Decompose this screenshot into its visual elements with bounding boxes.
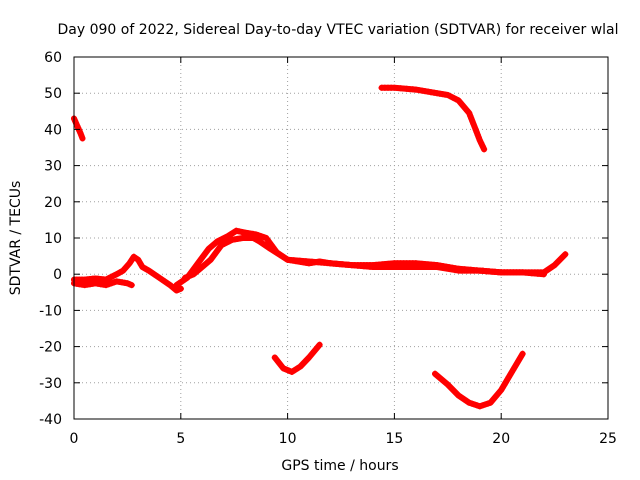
- x-tick-label: 20: [492, 431, 510, 447]
- grid-lines: [74, 57, 608, 419]
- data-point-marker: [481, 146, 488, 153]
- y-tick-label: 0: [53, 267, 62, 283]
- data-series: [71, 84, 569, 410]
- y-tick-label: 40: [44, 122, 62, 138]
- data-point-marker: [116, 269, 123, 276]
- y-tick-label: -30: [39, 376, 62, 392]
- y-tick-label: 60: [44, 50, 62, 66]
- x-tick-label: 25: [599, 431, 617, 447]
- data-point-marker: [128, 282, 135, 289]
- data-point-marker: [519, 350, 526, 357]
- y-tick-label: 30: [44, 159, 62, 175]
- x-axis-label: GPS time / hours: [281, 458, 398, 474]
- x-tick-label: 5: [176, 431, 185, 447]
- y-tick-label: -40: [39, 412, 62, 428]
- y-tick-label: -20: [39, 340, 62, 356]
- x-tick-label: 10: [279, 431, 297, 447]
- y-tick-label: 10: [44, 231, 62, 247]
- data-point-marker: [316, 341, 323, 348]
- x-tick-label: 0: [70, 431, 79, 447]
- y-tick-label: 50: [44, 86, 62, 102]
- data-point-marker: [142, 265, 149, 272]
- data-point-marker: [79, 135, 86, 142]
- data-point-marker: [540, 271, 547, 278]
- data-point-marker: [113, 271, 120, 278]
- data-point-marker: [177, 285, 184, 292]
- data-point-marker: [562, 251, 569, 258]
- axis-ticks: 0 5 10 15 20 25 -40 -30 -20 -10 0 10 20 30 40 50 60: [39, 50, 617, 447]
- y-tick-label: -10: [39, 303, 62, 319]
- y-axis-label: SDTVAR / TECUs: [8, 181, 24, 296]
- data-point-marker: [286, 367, 292, 374]
- data-point-marker: [139, 264, 146, 270]
- x-tick-label: 15: [385, 431, 403, 447]
- chart-title: Day 090 of 2022, Sidereal Day-to-day VTE…: [57, 22, 618, 38]
- data-point-marker: [253, 236, 260, 243]
- data-point-marker: [250, 235, 257, 241]
- y-tick-label: 20: [44, 195, 62, 211]
